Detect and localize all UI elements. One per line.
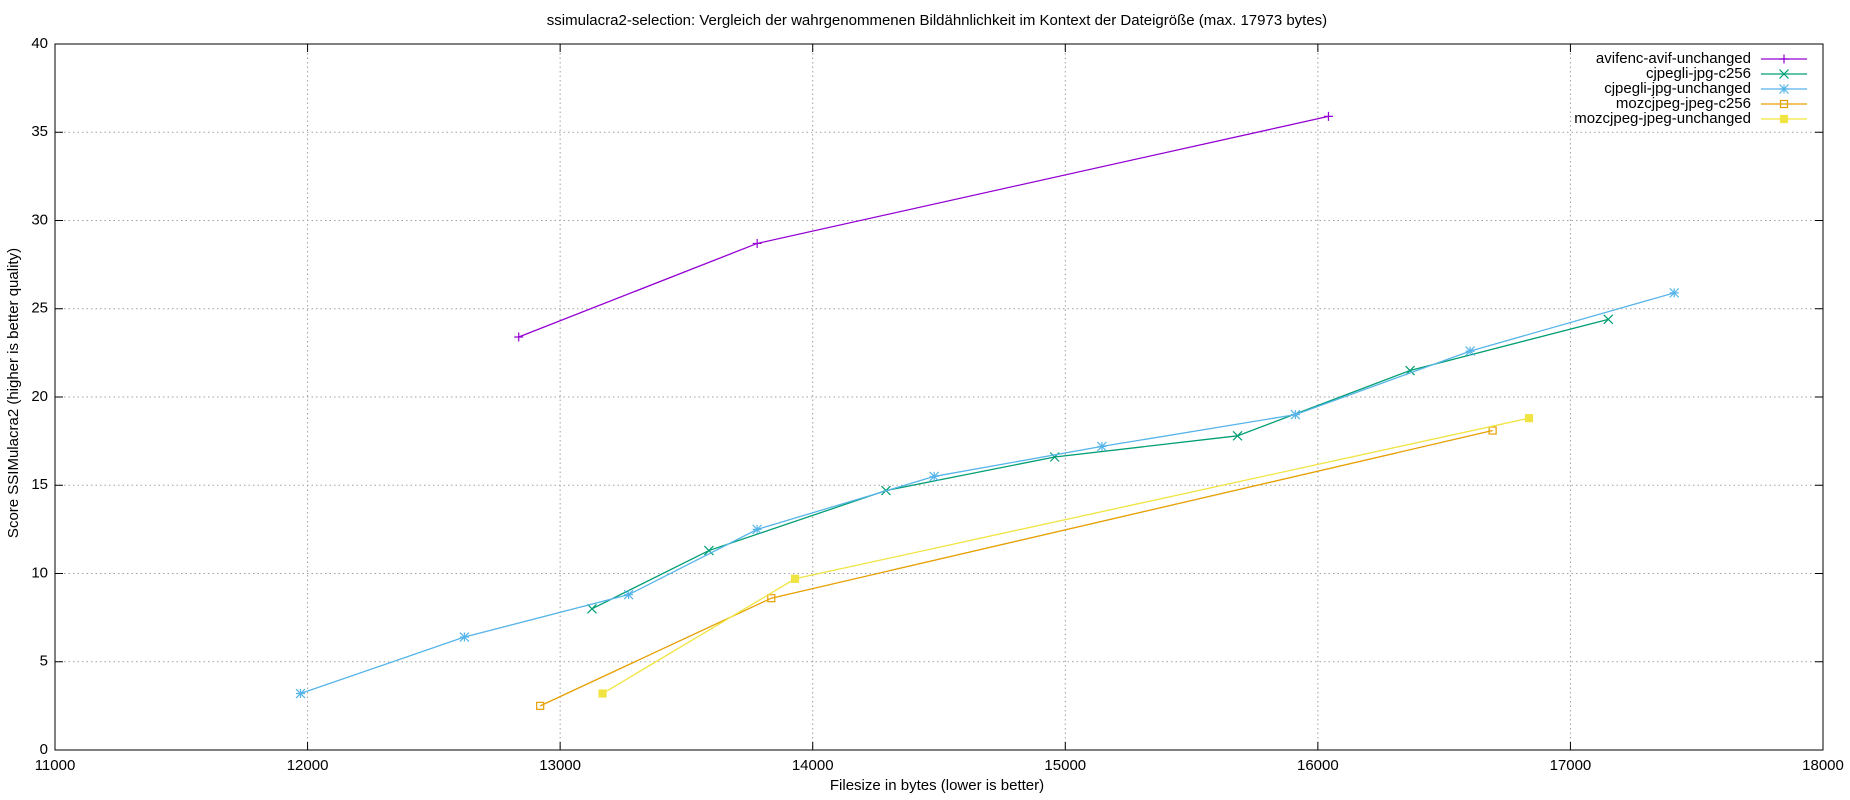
point: [623, 589, 634, 600]
x-tick-label: 11000: [35, 757, 76, 774]
y-tick-label: 35: [31, 123, 48, 140]
y-tick-label: 5: [40, 653, 48, 670]
y-tick-label: 15: [31, 476, 48, 493]
legend-label: mozcjpeg-jpeg-c256: [1616, 95, 1751, 112]
legend-marker: [1779, 99, 1789, 109]
point: [1669, 287, 1680, 298]
x-tick-label: 18000: [1802, 757, 1844, 774]
point: [767, 594, 776, 603]
point: [703, 545, 714, 556]
legend-marker: [1779, 114, 1789, 124]
x-tick-label: 16000: [1297, 757, 1339, 774]
legend-marker: [1779, 84, 1789, 94]
point: [1096, 441, 1107, 452]
y-axis-label: Score SSIMulacra2 (higher is better qual…: [5, 248, 22, 538]
y-tick-label: 30: [31, 211, 48, 228]
point: [1323, 111, 1333, 121]
x-axis-label: Filesize in bytes (lower is better): [830, 777, 1044, 794]
point: [598, 689, 607, 698]
point: [752, 238, 762, 248]
point: [1603, 314, 1614, 325]
y-tick-label: 25: [31, 300, 48, 317]
plot-frame: [54, 43, 1824, 751]
x-tick-label: 15000: [1044, 757, 1086, 774]
point: [1465, 346, 1476, 357]
legend-label: cjpegli-jpg-c256: [1646, 65, 1751, 82]
y-tick-label: 0: [40, 741, 48, 758]
point: [459, 632, 470, 642]
x-tick-label: 13000: [539, 757, 581, 774]
point: [587, 603, 597, 614]
legend-label: mozcjpeg-jpeg-unchanged: [1574, 110, 1751, 127]
y-tick-label: 40: [31, 35, 48, 52]
point: [514, 332, 524, 342]
chart-title: ssimulacra2-selection: Vergleich der wah…: [547, 12, 1327, 29]
legend-label: avifenc-avif-unchanged: [1596, 50, 1751, 67]
point: [790, 574, 800, 583]
legend-marker: [1779, 54, 1789, 64]
series-line: [539, 429, 1493, 707]
point: [929, 471, 940, 482]
point: [295, 688, 306, 699]
legend-label: cjpegli-jpg-unchanged: [1604, 80, 1751, 97]
y-tick-label: 10: [31, 564, 48, 581]
x-tick-label: 12000: [287, 757, 329, 774]
point: [536, 701, 545, 710]
point: [1232, 430, 1243, 441]
point: [752, 524, 763, 535]
x-tick-label: 17000: [1550, 757, 1592, 774]
point: [1524, 414, 1534, 423]
legend-marker: [1779, 69, 1789, 79]
point: [1488, 426, 1497, 435]
y-tick-label: 20: [31, 388, 48, 405]
x-tick-label: 14000: [792, 757, 834, 774]
point: [1290, 409, 1301, 420]
